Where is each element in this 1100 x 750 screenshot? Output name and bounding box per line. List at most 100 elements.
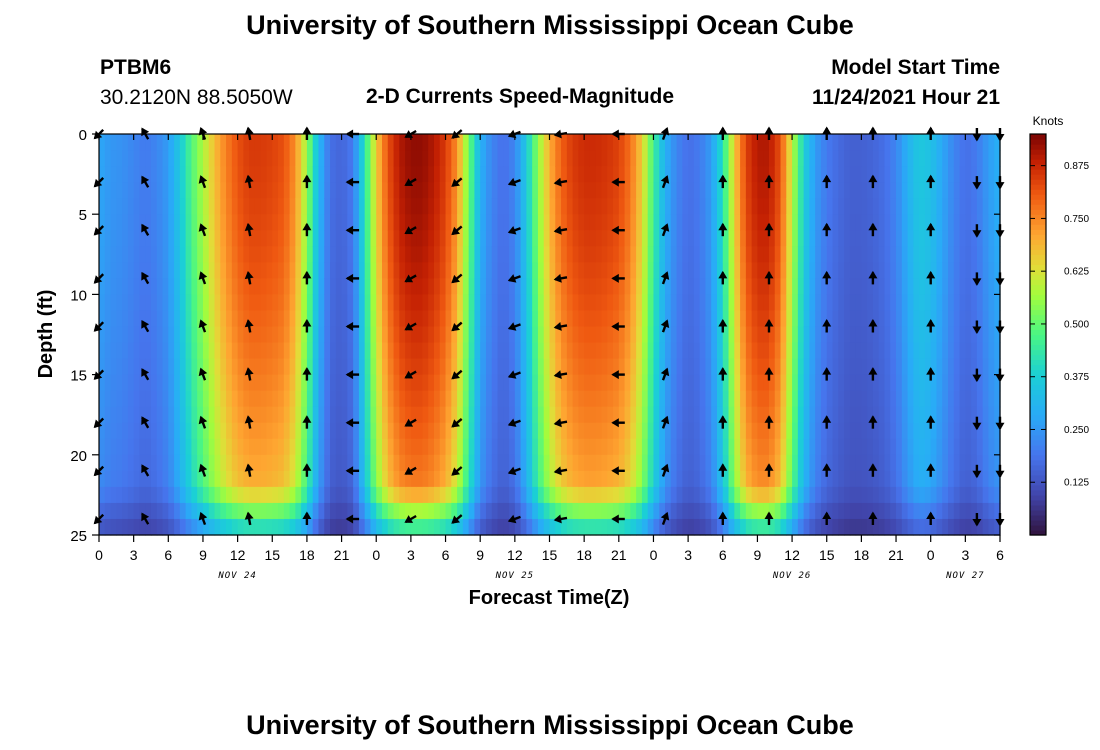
heatmap-cell (849, 262, 857, 279)
heatmap-cell (555, 486, 562, 504)
heatmap-cell (699, 390, 707, 408)
heatmap-cell (566, 358, 574, 376)
current-arrow (404, 226, 417, 235)
heatmap-cell (433, 454, 441, 472)
heatmap-cell (405, 262, 412, 279)
heatmap-cell (867, 406, 874, 424)
heatmap-cell (387, 438, 395, 456)
heatmap-cell (99, 342, 106, 360)
heatmap-cell (774, 470, 782, 488)
heatmap-cell (416, 518, 424, 536)
heatmap-cell (295, 454, 302, 472)
heatmap-cell (959, 150, 966, 167)
heatmap-cell (445, 438, 452, 456)
heatmap-cell (330, 166, 337, 183)
heatmap-cell (208, 294, 216, 312)
heatmap-cell (514, 262, 522, 279)
colorbar-segment (1030, 254, 1046, 260)
heatmap-cell (208, 470, 216, 488)
heatmap-cell (595, 390, 603, 408)
heatmap-cell (289, 358, 296, 376)
heatmap-cell (237, 518, 244, 536)
heatmap-cell (809, 454, 816, 472)
heatmap-cell (243, 342, 250, 360)
heatmap-cell (179, 198, 187, 215)
heatmap-cell (815, 486, 822, 504)
heatmap-cell (826, 134, 834, 151)
colorbar-segment (1030, 404, 1046, 411)
heatmap-cell (451, 278, 458, 295)
heatmap-cell (301, 198, 308, 215)
heatmap-cell (688, 374, 695, 392)
heatmap-cell (820, 310, 828, 328)
heatmap-cell (901, 390, 909, 408)
heatmap-cell (549, 326, 556, 344)
heatmap-cell (289, 518, 296, 536)
heatmap-cell (867, 150, 874, 167)
heatmap-cell (226, 326, 233, 344)
heatmap-cell (231, 438, 239, 456)
heatmap-cell (613, 182, 620, 199)
colorbar-segment (1030, 159, 1046, 165)
heatmap-cell (468, 342, 476, 360)
heatmap-cell (226, 278, 233, 295)
heatmap-cell (191, 374, 198, 392)
heatmap-cell (965, 422, 972, 440)
heatmap-cell (416, 358, 424, 376)
heatmap-cell (566, 502, 574, 520)
heatmap-cell (896, 310, 903, 328)
heatmap-cell (728, 406, 735, 424)
heatmap-cell (220, 294, 227, 312)
heatmap-cell (861, 150, 868, 167)
heatmap-cell (636, 486, 643, 504)
heatmap-cell (572, 246, 579, 263)
heatmap-cell (526, 390, 533, 408)
heatmap-cell (994, 134, 1001, 151)
heatmap-cell (185, 486, 193, 504)
heatmap-cell (416, 486, 424, 504)
current-arrow (718, 463, 728, 477)
heatmap-cell (624, 390, 631, 408)
heatmap-cell (797, 390, 805, 408)
heatmap-cell (243, 390, 250, 408)
heatmap-cell (861, 310, 868, 328)
current-arrow (302, 415, 312, 429)
heatmap-cell (422, 454, 429, 472)
heatmap-cell (451, 342, 458, 360)
heatmap-cell (191, 262, 198, 279)
heatmap-cell (844, 358, 851, 376)
heatmap-cell (688, 326, 695, 344)
heatmap-cell (844, 454, 851, 472)
heatmap-cell (220, 502, 227, 520)
heatmap-cell (254, 454, 262, 472)
heatmap-cell (358, 134, 366, 151)
heatmap-cell (971, 150, 978, 167)
heatmap-cell (716, 438, 724, 456)
heatmap-cell (364, 518, 372, 536)
heatmap-cell (919, 214, 926, 231)
heatmap-cell (110, 342, 117, 360)
heatmap-cell (589, 326, 597, 344)
heatmap-cell (509, 438, 516, 456)
heatmap-cell (780, 294, 787, 312)
heatmap-cell (844, 422, 851, 440)
heatmap-cell (468, 326, 476, 344)
heatmap-cell (503, 406, 510, 424)
heatmap-cell (809, 390, 816, 408)
heatmap-cell (820, 326, 828, 344)
heatmap-cell (555, 438, 562, 456)
heatmap-cell (792, 310, 799, 328)
heatmap-cell (272, 134, 279, 151)
current-arrow (198, 271, 208, 285)
heatmap-cell (774, 134, 782, 151)
heatmap-cell (589, 182, 597, 199)
heatmap-cell (838, 486, 845, 504)
heatmap-cell (191, 182, 198, 199)
heatmap-cell (237, 182, 244, 199)
heatmap-cell (485, 422, 493, 440)
heatmap-cell (122, 502, 129, 520)
heatmap-cell (543, 166, 551, 183)
heatmap-cell (364, 166, 372, 183)
heatmap-cell (537, 166, 545, 183)
heatmap-cell (509, 518, 516, 536)
